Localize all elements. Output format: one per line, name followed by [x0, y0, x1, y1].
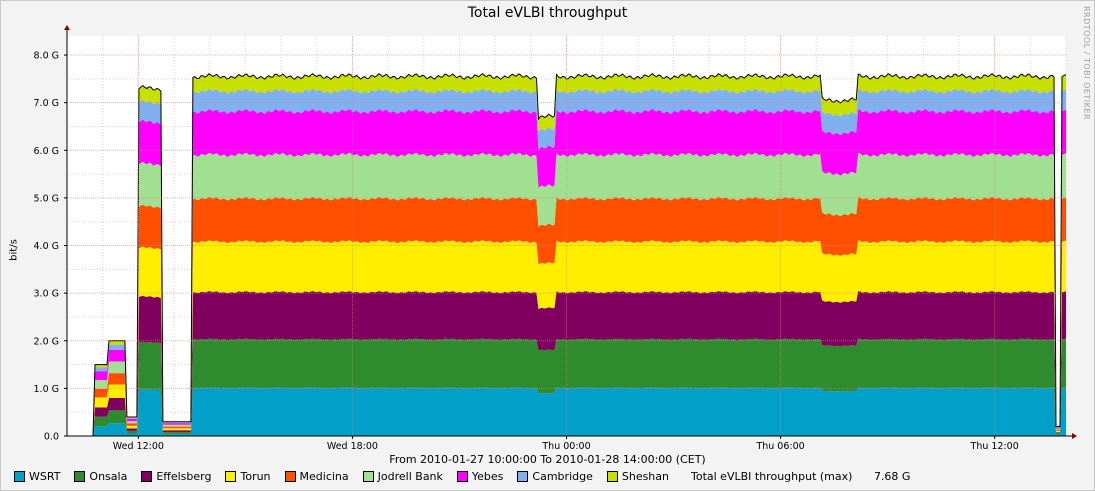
- legend-item-sheshan: Sheshan: [606, 469, 669, 483]
- legend-total: Total eVLBI throughput (max) 7.68 G: [691, 470, 910, 483]
- area-wsrt: [67, 387, 1066, 436]
- x-tick-label: Thu 12:00: [970, 441, 1019, 452]
- legend-item-torun: Torun: [225, 469, 271, 483]
- y-tick-label: 5.0 G: [34, 193, 60, 204]
- chart-title: Total eVLBI throughput: [467, 5, 628, 21]
- area-jodrell-bank: [67, 152, 1066, 436]
- legend-item-cambridge: Cambridge: [517, 469, 593, 483]
- area-effelsberg: [67, 291, 1066, 436]
- y-tick-label: 4.0 G: [34, 241, 60, 252]
- legend-item-effelsberg: Effelsberg: [141, 470, 211, 483]
- x-tick-label: Wed 12:00: [113, 441, 164, 452]
- watermark-text: RRDTOOL / TOBI OETIKER: [1082, 6, 1091, 121]
- legend-label: Effelsberg: [156, 469, 212, 483]
- legend-swatch: [14, 470, 25, 482]
- y-tick-label: 2.0 G: [34, 336, 60, 347]
- legend-item-medicina: Medicina: [284, 469, 349, 483]
- legend-label: WSRT: [29, 469, 61, 483]
- legend-swatch: [225, 470, 237, 482]
- area-medicina: [67, 196, 1066, 436]
- legend-item-wsrt: WSRT: [14, 470, 60, 483]
- legend-swatch: [74, 470, 86, 482]
- area-torun: [67, 240, 1066, 436]
- legend-swatch: [362, 470, 374, 482]
- legend-item-onsala: Onsala: [74, 470, 127, 483]
- legend-label: Sheshan: [621, 469, 669, 483]
- legend-label: Medicina: [299, 469, 349, 483]
- legend-item-jodrell-bank: Jodrell Bank: [362, 469, 443, 483]
- y-tick-label: 8.0 G: [34, 51, 60, 62]
- chart-subtitle: From 2010-01-27 10:00:00 To 2010-01-28 1…: [389, 453, 706, 466]
- legend-swatch: [141, 470, 153, 482]
- legend-swatch: [606, 470, 618, 482]
- legend-label: Yebes: [471, 469, 504, 483]
- x-tick-label: Thu 00:00: [541, 441, 590, 452]
- y-tick-label: 0.0: [44, 432, 59, 443]
- legend-label: Cambridge: [532, 469, 593, 483]
- x-tick-label: Wed 18:00: [327, 441, 378, 452]
- x-axis-arrow: [1072, 433, 1077, 439]
- area-onsala: [67, 338, 1066, 436]
- legend-total-value: 7.68 G: [873, 469, 911, 483]
- y-axis-arrow: [64, 25, 70, 30]
- legend-label: Jodrell Bank: [377, 469, 443, 483]
- x-tick-label: Thu 06:00: [755, 441, 804, 452]
- legend-item-yebes: Yebes: [456, 469, 504, 483]
- legend-swatch: [517, 470, 529, 482]
- legend-label: Onsala: [89, 469, 128, 483]
- y-tick-label: 6.0 G: [34, 146, 60, 157]
- legend-label: Torun: [240, 469, 271, 483]
- legend-total-label: Total eVLBI throughput (max): [691, 469, 853, 483]
- y-tick-label: 7.0 G: [34, 98, 60, 109]
- y-tick-label: 1.0 G: [34, 384, 60, 395]
- legend: WSRT Onsala Effelsberg Torun Medicina Jo…: [14, 468, 1085, 484]
- y-tick-label: 3.0 G: [34, 289, 60, 300]
- legend-swatch: [284, 470, 296, 482]
- legend-swatch: [456, 470, 468, 482]
- area-yebes: [67, 108, 1066, 437]
